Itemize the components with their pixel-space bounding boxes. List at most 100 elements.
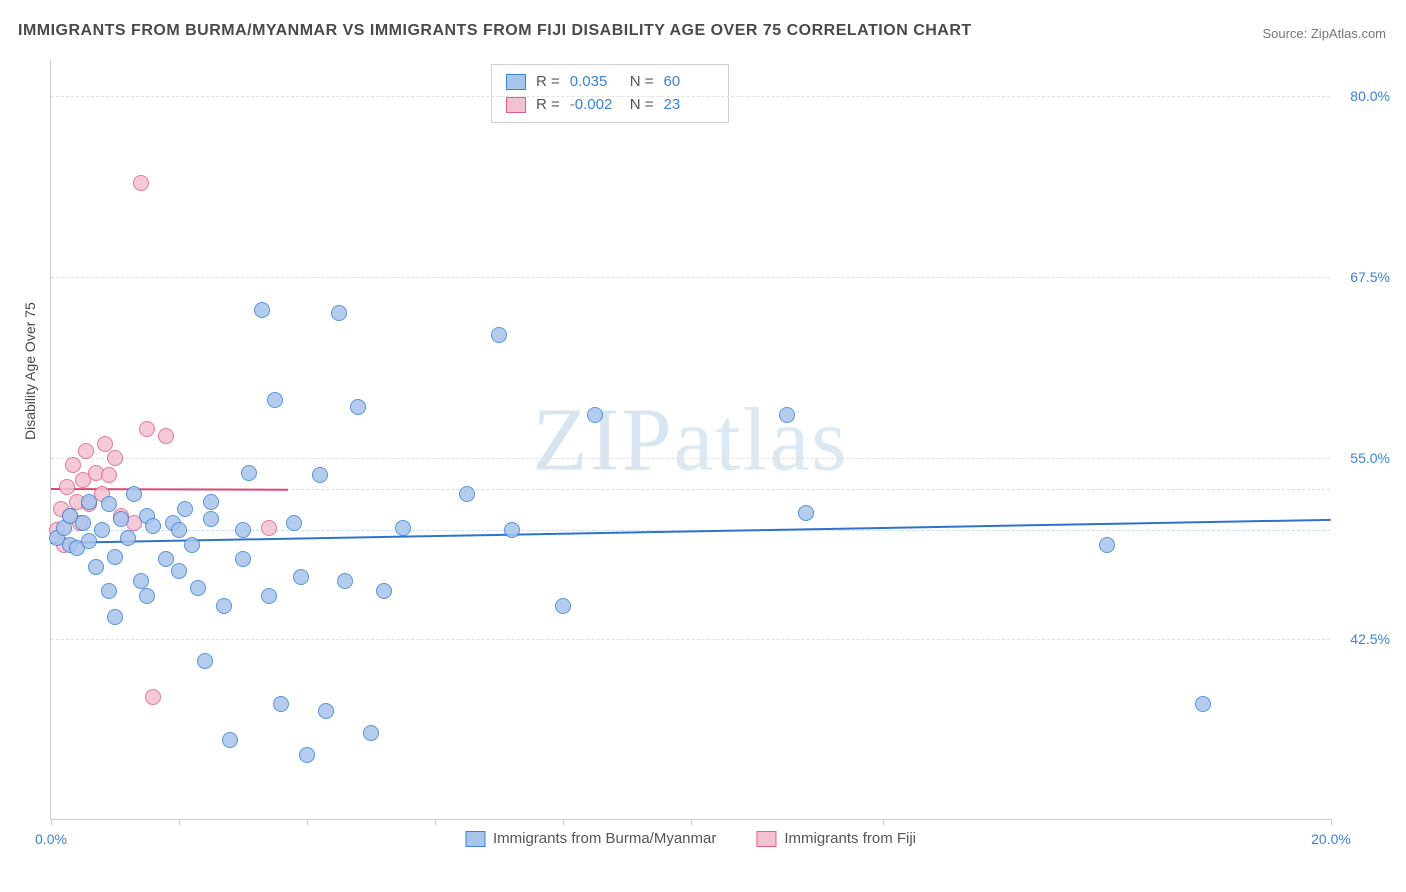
xtick (307, 819, 308, 825)
scatter-point (171, 563, 187, 579)
r-value-1: 0.035 (570, 71, 620, 94)
swatch-bottom-1 (465, 831, 485, 847)
scatter-point (1099, 537, 1115, 553)
scatter-point (133, 175, 149, 191)
bottom-legend-item-2: Immigrants from Fiji (756, 830, 916, 847)
scatter-point (267, 392, 283, 408)
scatter-point (555, 598, 571, 614)
xtick (563, 819, 564, 825)
scatter-point (197, 653, 213, 669)
scatter-point (331, 305, 347, 321)
scatter-point (798, 505, 814, 521)
scatter-point (376, 583, 392, 599)
scatter-point (203, 511, 219, 527)
n-value-1: 60 (664, 71, 714, 94)
legend-stats-box: R = 0.035 N = 60 R = -0.002 N = 23 (491, 64, 729, 123)
scatter-point (126, 486, 142, 502)
gridline-h (51, 458, 1330, 459)
xtick (1331, 819, 1332, 825)
gridline-h (51, 639, 1330, 640)
scatter-point (273, 696, 289, 712)
scatter-point (81, 494, 97, 510)
plot-area: ZIPatlas R = 0.035 N = 60 R = -0.002 N =… (50, 60, 1330, 820)
ytick-label: 42.5% (1350, 631, 1390, 647)
scatter-point (145, 518, 161, 534)
swatch-series-1 (506, 74, 526, 90)
scatter-point (94, 522, 110, 538)
scatter-point (299, 747, 315, 763)
scatter-point (120, 530, 136, 546)
scatter-point (216, 598, 232, 614)
xtick-label: 0.0% (35, 831, 67, 847)
chart-container: IMMIGRANTS FROM BURMA/MYANMAR VS IMMIGRA… (0, 0, 1406, 892)
bottom-legend: Immigrants from Burma/Myanmar Immigrants… (465, 830, 916, 847)
scatter-point (177, 501, 193, 517)
scatter-point (101, 583, 117, 599)
scatter-point (261, 520, 277, 536)
scatter-point (88, 559, 104, 575)
scatter-point (203, 494, 219, 510)
bottom-legend-item-1: Immigrants from Burma/Myanmar (465, 830, 716, 847)
r-label-1: R = (536, 71, 560, 94)
watermark: ZIPatlas (533, 388, 849, 491)
scatter-point (337, 573, 353, 589)
scatter-point (235, 522, 251, 538)
scatter-point (78, 443, 94, 459)
scatter-point (107, 450, 123, 466)
scatter-point (395, 520, 411, 536)
scatter-point (139, 421, 155, 437)
watermark-thin: atlas (674, 390, 849, 489)
xtick (435, 819, 436, 825)
scatter-point (113, 511, 129, 527)
scatter-point (350, 399, 366, 415)
scatter-point (190, 580, 206, 596)
legend-label-2: Immigrants from Fiji (784, 830, 916, 847)
scatter-point (145, 689, 161, 705)
trend-line (51, 488, 288, 491)
scatter-point (779, 407, 795, 423)
gridline-h (51, 96, 1330, 97)
scatter-point (504, 522, 520, 538)
scatter-point (222, 732, 238, 748)
scatter-point (171, 522, 187, 538)
scatter-point (459, 486, 475, 502)
scatter-point (139, 588, 155, 604)
swatch-bottom-2 (756, 831, 776, 847)
scatter-point (286, 515, 302, 531)
scatter-point (59, 479, 75, 495)
scatter-point (107, 549, 123, 565)
n-label-1: N = (630, 71, 654, 94)
scatter-point (158, 428, 174, 444)
xtick-label: 20.0% (1311, 831, 1351, 847)
scatter-point (254, 302, 270, 318)
legend-stats-row-1: R = 0.035 N = 60 (506, 71, 714, 94)
ytick-label: 67.5% (1350, 269, 1390, 285)
gridline-h (51, 277, 1330, 278)
scatter-point (184, 537, 200, 553)
watermark-bold: ZIP (533, 390, 674, 489)
scatter-point (318, 703, 334, 719)
scatter-point (97, 436, 113, 452)
scatter-point (75, 515, 91, 531)
scatter-point (261, 588, 277, 604)
scatter-point (107, 609, 123, 625)
xtick (51, 819, 52, 825)
scatter-point (101, 496, 117, 512)
scatter-point (587, 407, 603, 423)
ytick-label: 80.0% (1350, 88, 1390, 104)
scatter-point (491, 327, 507, 343)
scatter-point (65, 457, 81, 473)
swatch-series-2 (506, 97, 526, 113)
scatter-point (1195, 696, 1211, 712)
xtick (691, 819, 692, 825)
scatter-point (241, 465, 257, 481)
scatter-point (312, 467, 328, 483)
scatter-point (363, 725, 379, 741)
scatter-point (293, 569, 309, 585)
source-attribution: Source: ZipAtlas.com (1262, 26, 1386, 41)
xtick (883, 819, 884, 825)
y-axis-label: Disability Age Over 75 (22, 302, 38, 440)
ytick-label: 55.0% (1350, 450, 1390, 466)
scatter-point (101, 467, 117, 483)
scatter-point (235, 551, 251, 567)
